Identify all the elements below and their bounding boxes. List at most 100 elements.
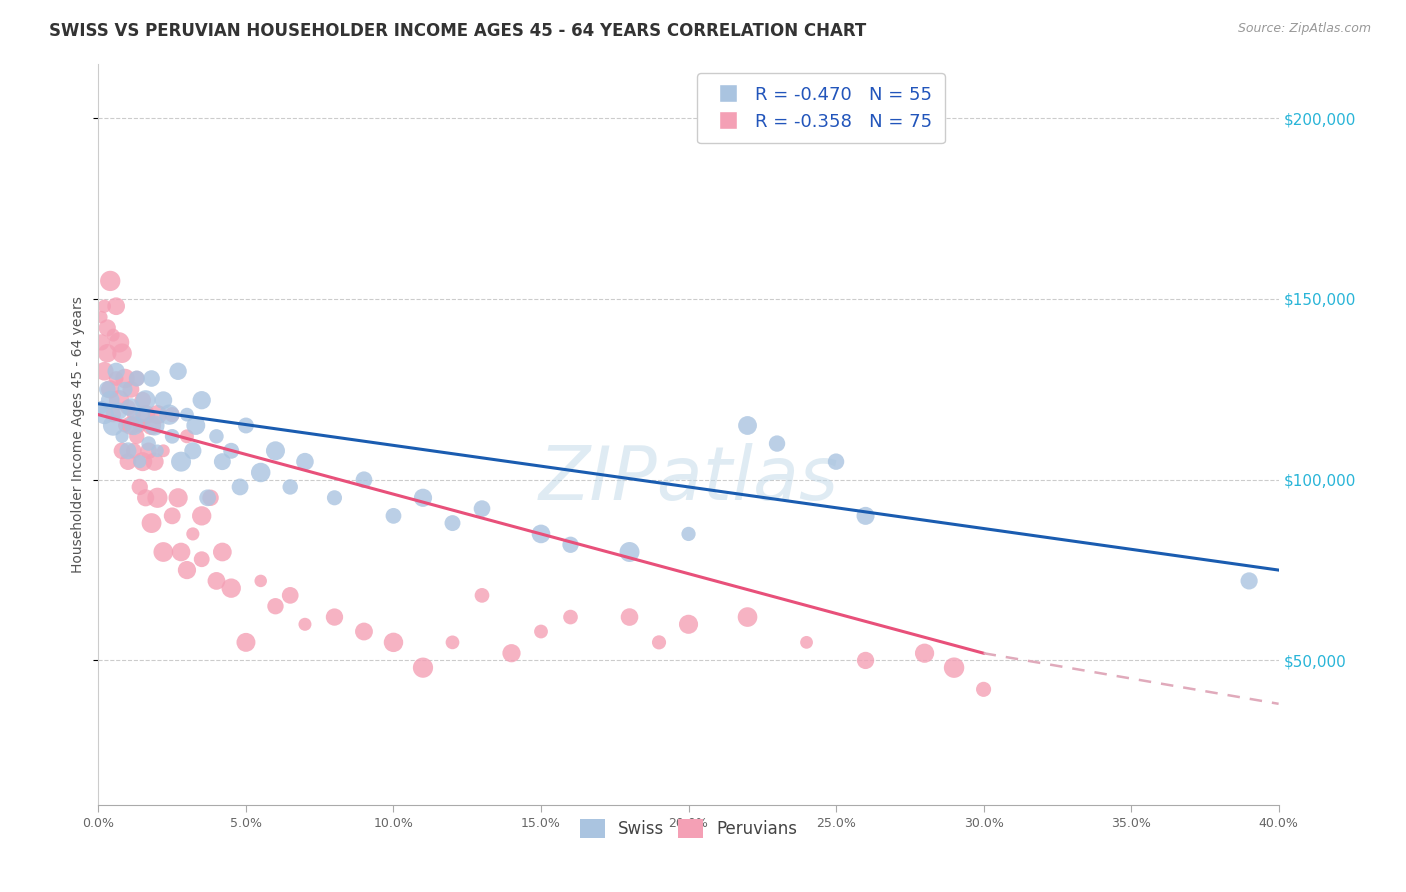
Point [98, 274, 121, 288]
Point [176, 429, 198, 443]
Point [678, 527, 700, 541]
Point [125, 371, 148, 385]
Point [141, 371, 163, 385]
Point [294, 455, 316, 469]
Point [90, 310, 112, 324]
Point [117, 443, 139, 458]
Point [96, 321, 118, 335]
Point [235, 635, 257, 649]
Point [412, 661, 434, 675]
Point [138, 436, 160, 450]
Point [211, 455, 233, 469]
Point [973, 682, 995, 697]
Point [205, 429, 228, 443]
Point [530, 624, 553, 639]
Point [737, 418, 759, 433]
Text: ZIPatlas: ZIPatlas [538, 443, 838, 515]
Point [190, 552, 212, 566]
Point [170, 545, 193, 559]
Point [152, 545, 174, 559]
Point [128, 455, 150, 469]
Point [131, 408, 153, 422]
Legend: Swiss, Peruvians: Swiss, Peruvians [574, 813, 804, 845]
Point [131, 393, 153, 408]
Point [135, 491, 157, 505]
Point [93, 299, 115, 313]
Point [120, 418, 142, 433]
Point [160, 508, 183, 523]
Point [103, 418, 125, 433]
Point [167, 491, 190, 505]
Point [943, 661, 966, 675]
Point [249, 574, 271, 588]
Point [737, 610, 759, 624]
Point [135, 393, 157, 408]
Point [125, 371, 148, 385]
Point [122, 418, 145, 433]
Point [160, 429, 183, 443]
Point [152, 393, 174, 408]
Point [108, 404, 131, 418]
Point [176, 563, 198, 577]
Point [108, 335, 131, 350]
Point [160, 408, 183, 422]
Point [105, 364, 128, 378]
Point [90, 335, 112, 350]
Point [131, 455, 153, 469]
Point [114, 418, 136, 433]
Point [190, 508, 212, 523]
Point [117, 455, 139, 469]
Point [441, 635, 464, 649]
Point [146, 408, 169, 422]
Point [229, 480, 252, 494]
Point [184, 418, 207, 433]
Text: Source: ZipAtlas.com: Source: ZipAtlas.com [1237, 22, 1371, 36]
Point [135, 408, 157, 422]
Point [114, 371, 136, 385]
Point [825, 455, 848, 469]
Point [157, 408, 180, 422]
Point [98, 382, 121, 396]
Point [170, 455, 193, 469]
Point [122, 408, 145, 422]
Point [143, 418, 166, 433]
Point [353, 624, 375, 639]
Point [181, 527, 204, 541]
Point [96, 346, 118, 360]
Point [294, 617, 316, 632]
Point [1237, 574, 1260, 588]
Point [143, 455, 166, 469]
Point [146, 491, 169, 505]
Point [471, 501, 494, 516]
Point [353, 473, 375, 487]
Point [382, 635, 405, 649]
Point [855, 653, 877, 667]
Point [219, 581, 242, 595]
Point [382, 508, 405, 523]
Point [441, 516, 464, 530]
Point [111, 443, 134, 458]
Point [323, 610, 346, 624]
Point [678, 617, 700, 632]
Point [619, 610, 641, 624]
Point [93, 364, 115, 378]
Point [249, 466, 271, 480]
Point [190, 393, 212, 408]
Point [117, 401, 139, 415]
Point [278, 588, 301, 602]
Point [560, 538, 582, 552]
Point [120, 401, 142, 415]
Point [105, 371, 128, 385]
Point [855, 508, 877, 523]
Point [141, 418, 163, 433]
Point [619, 545, 641, 559]
Point [128, 418, 150, 433]
Point [264, 599, 287, 614]
Point [560, 610, 582, 624]
Point [98, 393, 121, 408]
Point [103, 328, 125, 343]
Point [235, 418, 257, 433]
Point [205, 574, 228, 588]
Point [412, 491, 434, 505]
Point [219, 443, 242, 458]
